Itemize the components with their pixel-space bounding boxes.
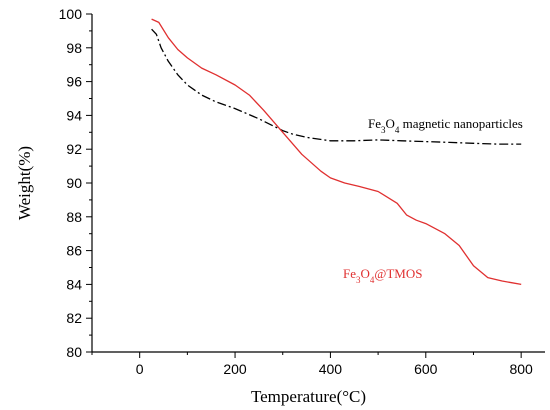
annotations: Fe3O4 magnetic nanoparticles Fe3O4@TMOS bbox=[343, 116, 523, 285]
x-axis-title: Temperature(°C) bbox=[251, 387, 366, 406]
y-tick-label: 100 bbox=[59, 6, 83, 22]
x-tick-label: 200 bbox=[223, 361, 247, 377]
y-tick-label: 96 bbox=[66, 74, 82, 90]
series-line-1 bbox=[151, 28, 522, 145]
series-layer bbox=[151, 18, 522, 286]
x-tick-label: 800 bbox=[509, 361, 533, 377]
y-tick-label: 98 bbox=[66, 40, 82, 56]
y-tick-label: 84 bbox=[66, 276, 82, 292]
x-tick-label: 400 bbox=[319, 361, 343, 377]
y-tick-label: 80 bbox=[66, 344, 82, 360]
x-tick-label: 600 bbox=[414, 361, 438, 377]
series-label-2: Fe3O4@TMOS bbox=[343, 266, 422, 285]
y-tick-label: 92 bbox=[66, 141, 82, 157]
y-tick-label: 88 bbox=[66, 209, 82, 225]
series-line-2 bbox=[151, 18, 522, 286]
series-label-1: Fe3O4 magnetic nanoparticles bbox=[368, 116, 523, 135]
y-tick-label: 94 bbox=[66, 107, 82, 123]
y-axis-title: Weight(%) bbox=[15, 146, 34, 220]
x-tick-label: 0 bbox=[136, 361, 144, 377]
y-tick-label: 86 bbox=[66, 243, 82, 259]
y-tick-label: 90 bbox=[66, 175, 82, 191]
axes: 80 82 84 86 88 90 92 94 96 98 100 0 200 400 600 800 bbox=[59, 6, 545, 377]
y-tick-label: 82 bbox=[66, 310, 82, 326]
